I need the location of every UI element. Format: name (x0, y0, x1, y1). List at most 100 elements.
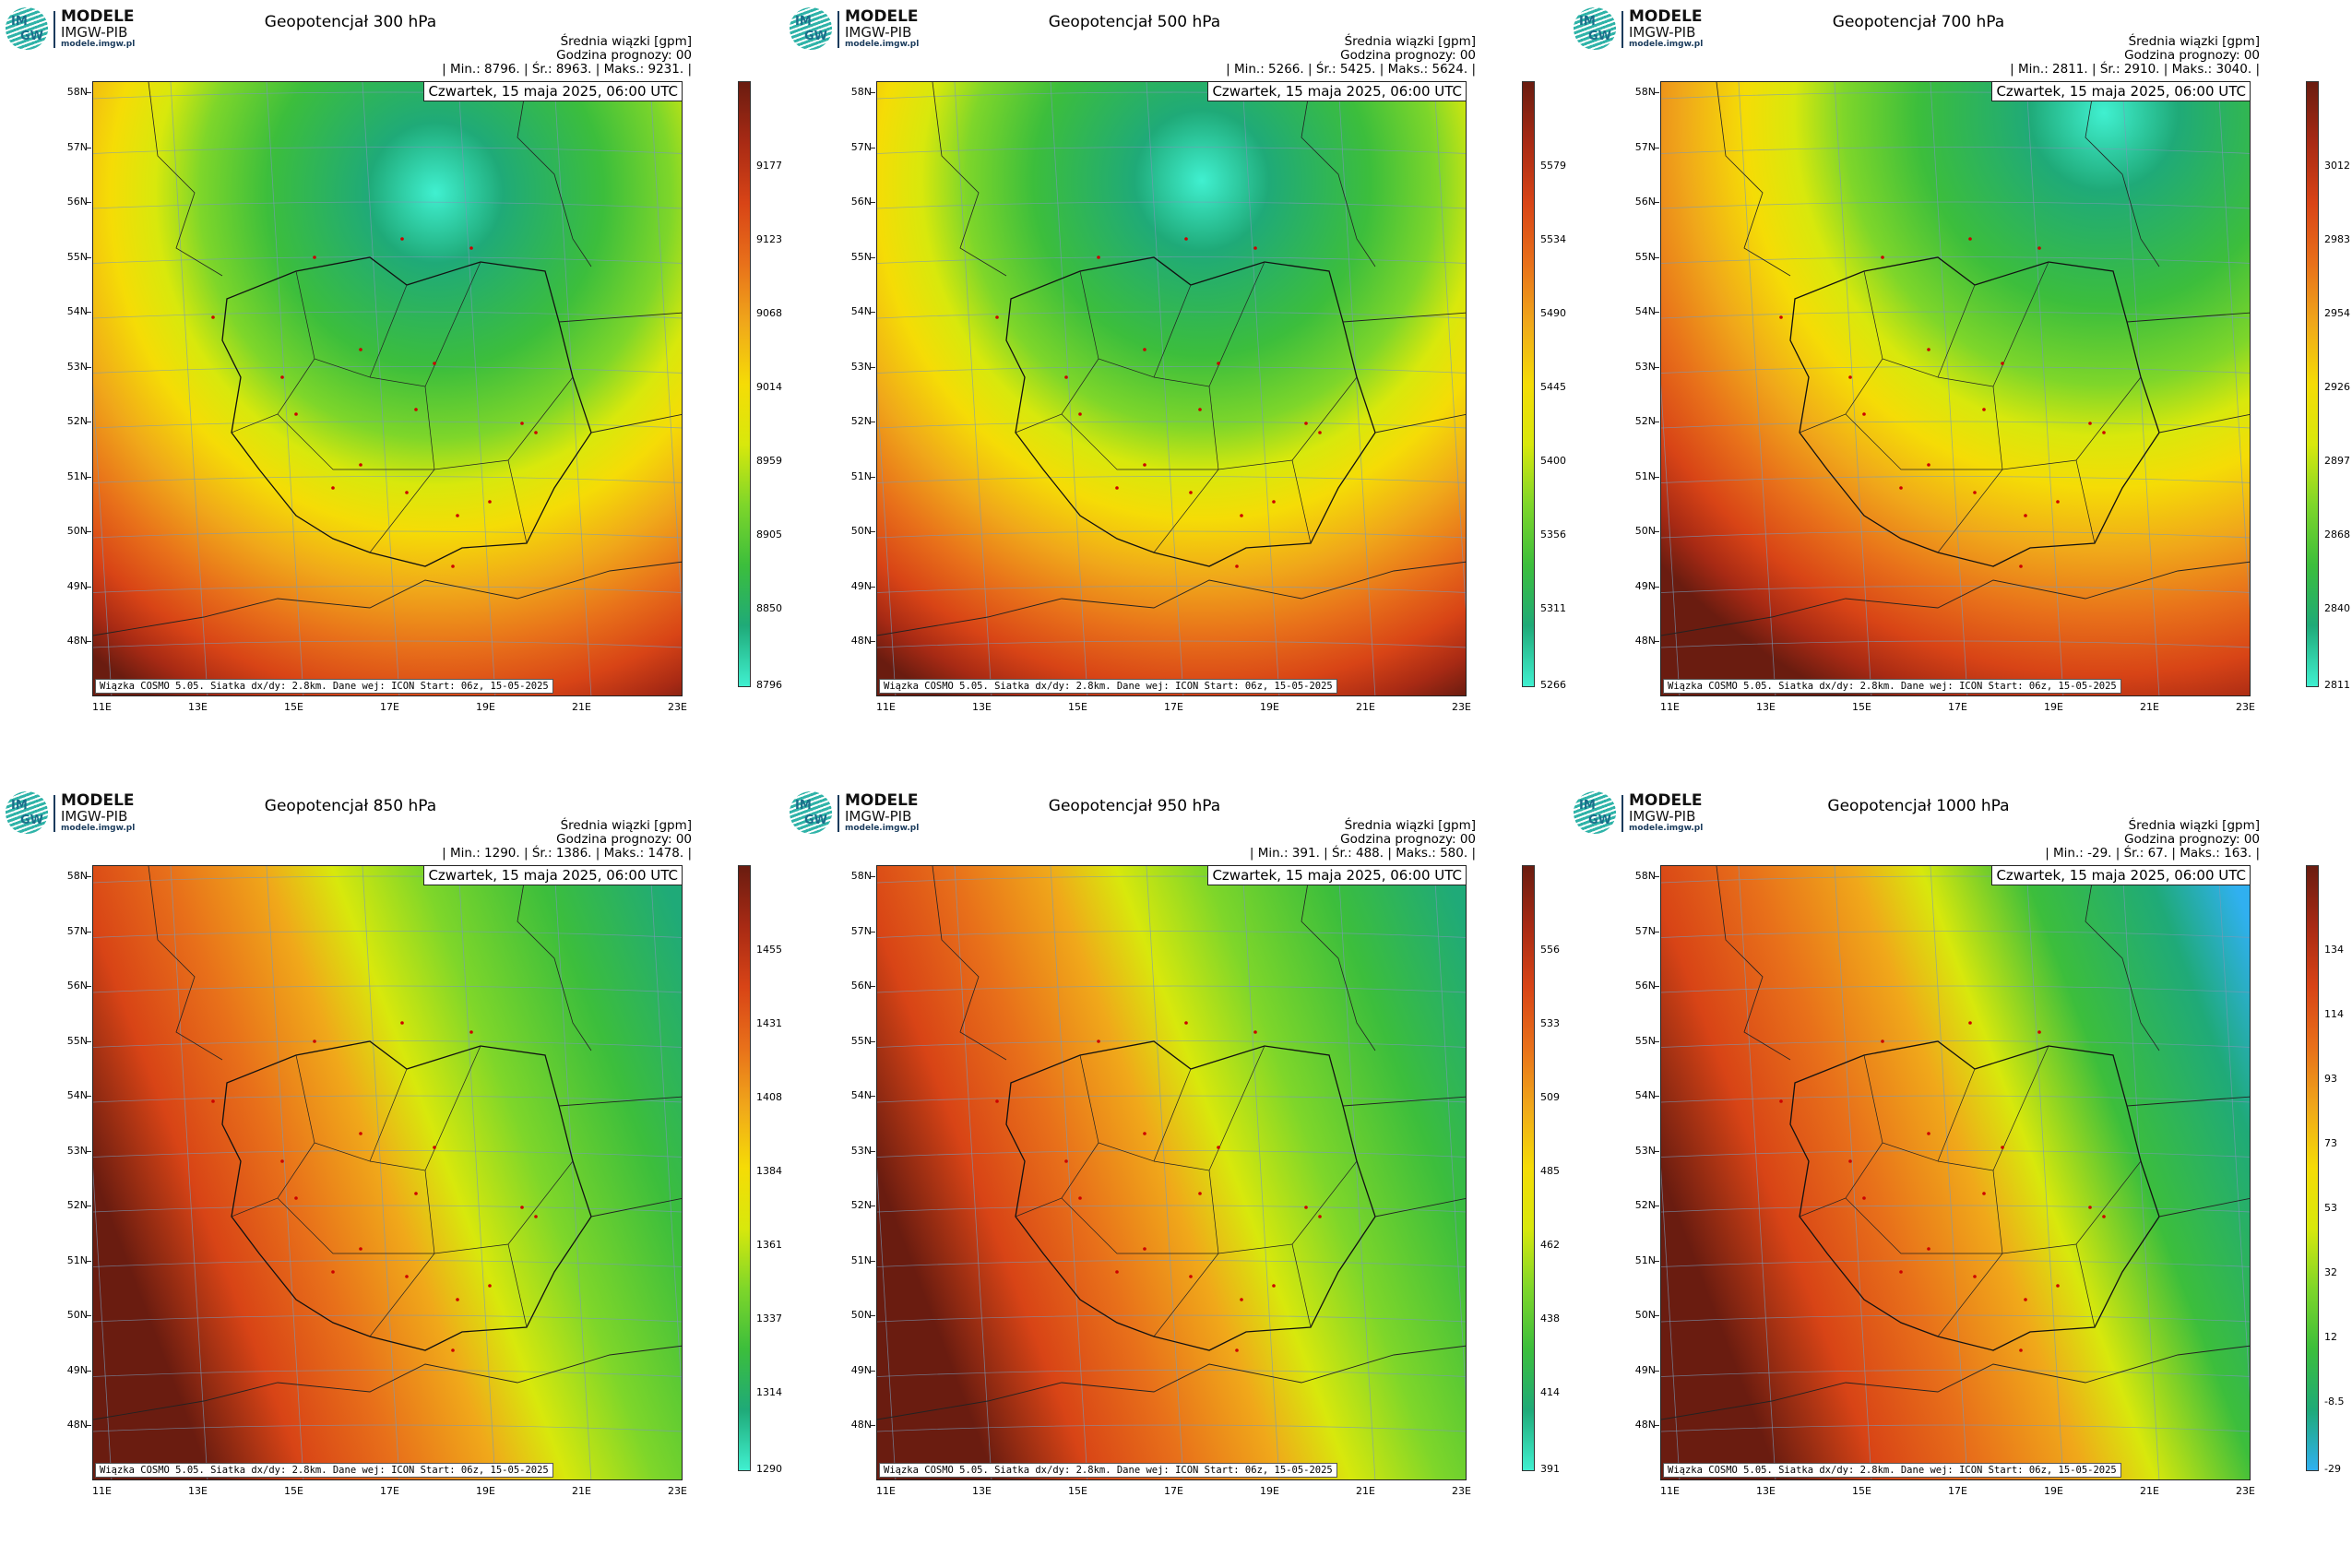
parallel-line (1661, 476, 2250, 483)
latitude-label: 57N (850, 140, 872, 153)
longitude-label: 19E (2044, 1485, 2063, 1497)
latitude-label: 58N (1634, 870, 1656, 882)
logo-subtitle: IMGW-PIB (61, 808, 128, 825)
colorbar-label: 5266 (1540, 679, 1566, 691)
logo-divider (53, 795, 55, 832)
city-marker (359, 348, 362, 351)
city-marker (2056, 1284, 2060, 1288)
coastline (148, 866, 592, 1061)
latitude-label: 53N (1634, 360, 1656, 373)
country-border (877, 312, 1466, 636)
latitude-label: 52N (66, 1199, 88, 1211)
imgw-logo: IM GW MODELE IMGW-PIB modele.imgw.pl (790, 791, 928, 836)
city-marker (1143, 1132, 1146, 1135)
city-marker (1779, 315, 1783, 319)
meridian-line (2217, 82, 2250, 612)
colorbar-label: 5400 (1540, 455, 1566, 467)
meridian-line (1337, 866, 1376, 1479)
latitude-label: 56N (66, 196, 88, 208)
city-marker (359, 463, 362, 467)
panel-title: Geopotencjał 500 hPa (1048, 13, 1221, 31)
region-border (1061, 413, 1218, 470)
stats-block: Średnia wiązki [gpm] Godzina prognozy: 00… (442, 819, 692, 861)
city-marker (1240, 1298, 1243, 1301)
city-marker (995, 315, 999, 319)
parallel-line (93, 1370, 682, 1377)
colorbar-label: 1337 (756, 1313, 782, 1324)
longitude-label: 13E (188, 701, 208, 713)
region-border (1845, 413, 2002, 470)
parallel-line (93, 530, 682, 539)
map-panel: IM GW MODELE IMGW-PIB modele.imgw.pl Geopoten… (1568, 784, 2352, 1568)
city-marker (1253, 1030, 1257, 1034)
country-border (1661, 1096, 2250, 1420)
colorbar-label: 5579 (1540, 160, 1566, 172)
parallel-line (1661, 201, 2250, 209)
stats-block: Średnia wiązki [gpm] Godzina prognozy: 00… (2045, 819, 2260, 861)
colorbar-label: 114 (2324, 1008, 2344, 1020)
parallel-line (1661, 1314, 2250, 1323)
latitude-tick (1654, 531, 1659, 532)
panel-title: Geopotencjał 1000 hPa (1827, 797, 2010, 815)
city-marker (1318, 431, 1322, 434)
map-area: Czwartek, 15 maja 2025, 06:00 UTC Wiązka … (876, 865, 1467, 1480)
info-ensemble-mean: Średnia wiązki [gpm] (560, 818, 692, 833)
coastline (932, 866, 1376, 1061)
latitude-label: 49N (66, 1363, 88, 1376)
model-footer: Wiązka COSMO 5.05. Siatka dx/dy: 2.8km. … (95, 679, 553, 694)
logo-emblem: IM GW (6, 7, 48, 50)
parallel-line (1661, 1150, 2250, 1158)
latitude-label: 49N (850, 579, 872, 592)
region-border (277, 1197, 434, 1254)
longitude-label: 19E (476, 701, 495, 713)
logo-subtitle: IMGW-PIB (61, 24, 128, 41)
longitude-label: 15E (1068, 1485, 1087, 1497)
city-marker (2088, 1206, 2092, 1209)
meridian-line (1241, 866, 1280, 1479)
field-plot (877, 866, 1466, 1479)
latitude-label: 51N (66, 1253, 88, 1266)
meridian-line (1661, 383, 1681, 695)
parallel-line (877, 1370, 1466, 1377)
city-marker (1927, 463, 1930, 467)
city-marker (1927, 348, 1930, 351)
latitude-tick (870, 986, 875, 987)
parallel-line (93, 366, 682, 374)
city-marker (414, 1192, 418, 1195)
logo-mark-bottom: GW (1588, 814, 1612, 827)
colorbar (1522, 81, 1535, 687)
longitude-label: 19E (1260, 701, 1279, 713)
colorbar-label: 5445 (1540, 381, 1566, 393)
info-min-mean-max: | Min.: 2811. | Śr.: 2910. | Maks.: 3040… (2010, 62, 2260, 77)
latitude-label: 55N (66, 250, 88, 263)
latitude-label: 55N (66, 1034, 88, 1047)
parallel-line (1661, 931, 2250, 938)
city-marker (1115, 486, 1119, 490)
latitude-label: 51N (66, 469, 88, 482)
city-marker (451, 1348, 455, 1352)
colorbar-label: 9177 (756, 160, 782, 172)
parallel-line (93, 1314, 682, 1323)
panel-title: Geopotencjał 700 hPa (1832, 13, 2005, 31)
panel-title: Geopotencjał 850 hPa (264, 797, 437, 815)
longitude-label: 23E (668, 1485, 687, 1497)
parallel-line (93, 311, 682, 319)
latitude-tick (86, 1425, 91, 1426)
latitude-tick (870, 1096, 875, 1097)
logo-mark-top: IM (11, 799, 28, 813)
logo-subtitle: IMGW-PIB (1629, 808, 1696, 825)
longitude-label: 11E (1660, 1485, 1680, 1497)
city-marker (1143, 1247, 1146, 1251)
latitude-tick (870, 312, 875, 313)
parallel-line (93, 931, 682, 938)
latitude-label: 50N (66, 525, 88, 537)
colorbar-label: 9068 (756, 307, 782, 319)
info-ensemble-mean: Średnia wiązki [gpm] (1344, 34, 1476, 49)
latitude-label: 49N (1634, 1363, 1656, 1376)
latitude-tick (1654, 1040, 1659, 1042)
latitude-label: 48N (850, 635, 872, 647)
latitude-tick (86, 1150, 91, 1152)
colorbar-label: 53 (2324, 1202, 2337, 1214)
model-footer: Wiązka COSMO 5.05. Siatka dx/dy: 2.8km. … (879, 1463, 1337, 1478)
city-marker (359, 1247, 362, 1251)
